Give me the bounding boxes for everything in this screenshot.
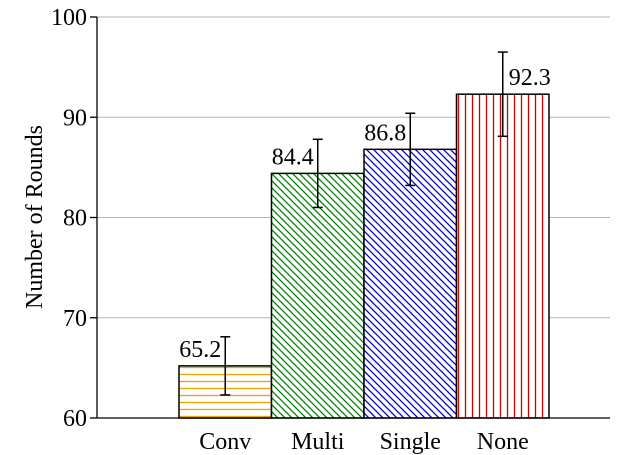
y-tick-label: 80 (63, 206, 87, 232)
bar-multi (272, 173, 365, 418)
x-tick-label-conv: Conv (199, 429, 251, 455)
y-ticks: 60 70 80 90 100 (51, 5, 97, 432)
y-axis-label: Number of Rounds (22, 125, 48, 309)
y-tick-label: 90 (63, 105, 87, 131)
value-label-single: 86.8 (364, 120, 406, 146)
x-ticks: Conv Multi Single None (199, 429, 529, 455)
x-tick-label-multi: Multi (291, 429, 345, 455)
x-tick-label-none: None (477, 429, 529, 455)
value-label-none: 92.3 (509, 65, 551, 91)
x-tick-label-single: Single (380, 429, 441, 455)
value-label-conv: 65.2 (179, 337, 221, 363)
y-tick-label: 70 (63, 306, 87, 332)
y-tick-label: 60 (63, 406, 87, 432)
bar-single (364, 149, 457, 418)
value-label-multi: 84.4 (272, 144, 314, 170)
y-tick-label: 100 (51, 5, 87, 31)
bar-none (457, 94, 550, 418)
